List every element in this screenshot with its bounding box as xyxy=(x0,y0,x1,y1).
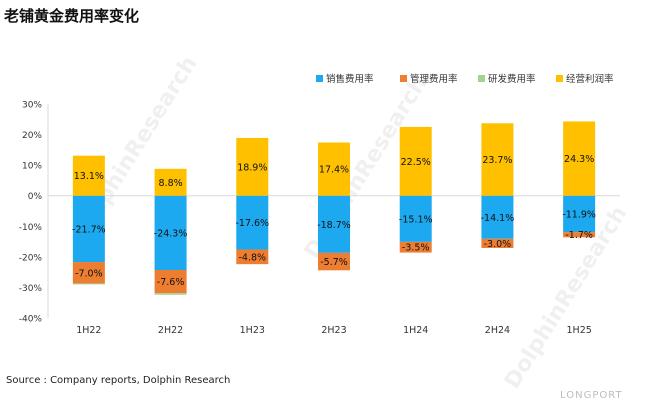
bar-segment xyxy=(236,137,269,196)
bar-segment xyxy=(399,126,432,196)
data-label: -15.1% xyxy=(399,214,433,225)
bar-segment xyxy=(399,195,432,242)
bar-segment xyxy=(399,241,432,253)
legend-label: 管理费用率 xyxy=(410,73,458,85)
data-label: 24.3% xyxy=(564,154,594,165)
bar-segment xyxy=(318,142,350,196)
legend-swatch xyxy=(556,75,563,82)
chart-title: 老铺黄金费用率变化 xyxy=(4,7,140,25)
x-tick-label: 1H23 xyxy=(240,325,265,336)
y-tick-label: -30% xyxy=(19,284,43,294)
y-tick-label: 20% xyxy=(22,131,42,141)
data-label: -7.6% xyxy=(157,277,185,288)
x-tick-label: 2H24 xyxy=(485,325,510,336)
data-label: -3.5% xyxy=(402,243,430,254)
bar-segment xyxy=(154,168,187,196)
legend-label: 研发费用率 xyxy=(488,73,536,85)
y-tick-label: 0% xyxy=(28,192,43,202)
x-tick-label: 2H23 xyxy=(321,325,346,336)
data-label: -4.8% xyxy=(238,252,266,263)
x-tick-label: 1H24 xyxy=(403,325,428,336)
legend-swatch xyxy=(478,75,485,82)
x-tick-label: 1H25 xyxy=(567,325,592,336)
data-label: -17.6% xyxy=(235,218,269,229)
y-tick-label: 10% xyxy=(22,162,42,172)
data-label: -11.9% xyxy=(562,209,596,220)
bar-segment xyxy=(72,262,105,284)
y-tick-label: 30% xyxy=(22,101,42,111)
legend-swatch xyxy=(400,75,407,82)
bar-segment xyxy=(72,155,105,196)
bar-segment xyxy=(154,195,187,271)
data-label: -24.3% xyxy=(154,228,188,239)
y-tick-label: -10% xyxy=(19,223,43,233)
bar-segment xyxy=(72,283,105,285)
bar-segment xyxy=(563,232,596,238)
legend-label: 销售费用率 xyxy=(326,73,374,85)
x-tick-label: 2H22 xyxy=(158,325,183,336)
bar-segment xyxy=(154,293,187,295)
data-label: 23.7% xyxy=(482,155,512,166)
bar-segment xyxy=(318,252,350,271)
source-note: Source : Company reports, Dolphin Resear… xyxy=(6,375,231,386)
x-tick-label: 1H22 xyxy=(76,325,101,336)
data-label: 8.8% xyxy=(159,178,183,189)
bar-segment xyxy=(481,238,514,248)
data-label: -21.7% xyxy=(72,224,106,235)
data-label: -18.7% xyxy=(317,220,351,231)
data-label: -3.0% xyxy=(484,239,512,250)
data-label: 18.9% xyxy=(237,162,267,173)
bar-segment xyxy=(236,249,269,265)
bar-segment xyxy=(154,270,187,294)
bar-segment xyxy=(481,195,514,239)
data-label: -5.7% xyxy=(320,257,348,268)
y-tick-label: -40% xyxy=(19,315,43,325)
bar-segment xyxy=(236,195,269,250)
bar-segment xyxy=(481,123,514,196)
y-tick-label: -20% xyxy=(19,253,43,263)
bar-segment xyxy=(563,121,596,196)
data-label: 13.1% xyxy=(74,171,104,182)
data-label: -7.0% xyxy=(75,268,103,279)
data-label: 17.4% xyxy=(319,165,349,176)
bar-segment xyxy=(563,195,596,233)
legend-label: 经营利润率 xyxy=(566,73,614,85)
bar-segment xyxy=(72,195,105,263)
legend-swatch xyxy=(316,75,323,82)
data-label: -14.1% xyxy=(481,213,515,224)
data-label: -1.7% xyxy=(565,230,593,241)
brand-logo-text: LONGPORT xyxy=(560,390,623,401)
data-label: 22.5% xyxy=(401,157,431,168)
bar-segment xyxy=(318,195,350,253)
